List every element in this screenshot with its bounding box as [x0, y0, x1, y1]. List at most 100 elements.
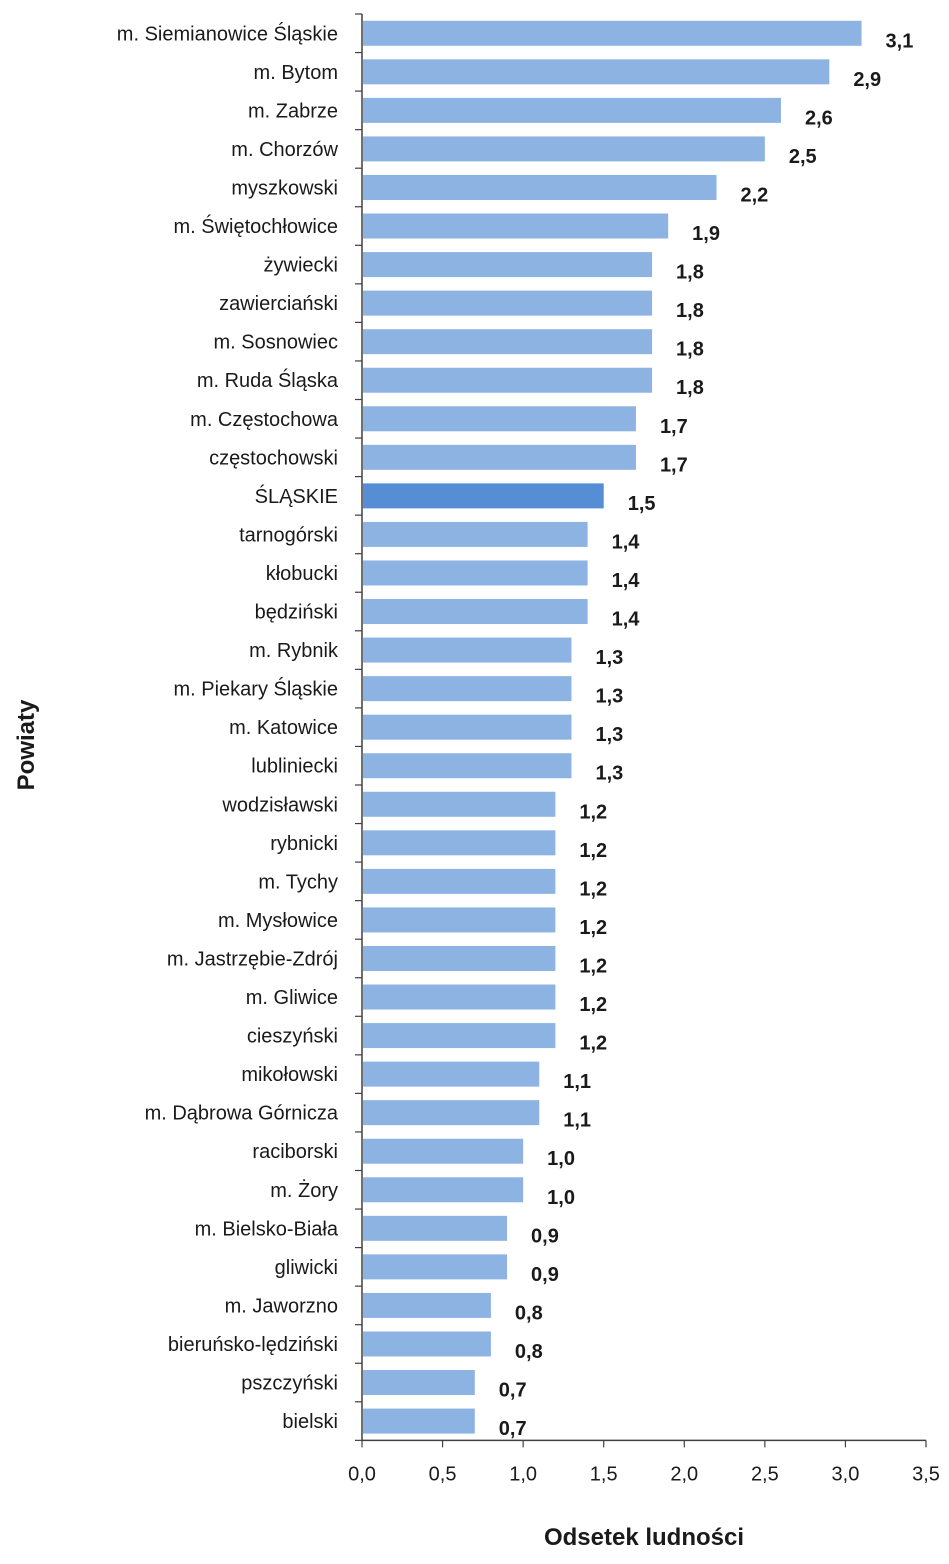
x-tick-label: 2,5: [751, 1463, 779, 1485]
value-label: 1,8: [676, 262, 704, 284]
x-tick-label: 2,0: [670, 1463, 698, 1485]
bar: [363, 791, 556, 817]
x-tick-label: 1,5: [590, 1463, 618, 1485]
bar: [363, 406, 636, 432]
bar: [363, 444, 636, 470]
value-label: 1,7: [660, 454, 688, 476]
value-label: 1,0: [547, 1187, 575, 1209]
value-label: 1,2: [579, 878, 607, 900]
value-label: 1,2: [579, 917, 607, 939]
bar: [363, 1100, 540, 1126]
bar: [363, 830, 556, 856]
value-label: 1,3: [595, 763, 623, 785]
value-label: 1,3: [595, 686, 623, 708]
category-label: lubliniecki: [251, 756, 338, 778]
bar: [363, 1215, 508, 1241]
bar: [363, 136, 765, 162]
value-label: 1,2: [579, 1033, 607, 1055]
bar: [363, 1254, 508, 1280]
value-label: 1,8: [676, 300, 704, 322]
bar: [363, 252, 653, 278]
value-label: 3,1: [886, 30, 914, 52]
category-label: m. Jastrzębie-Zdrój: [167, 948, 338, 970]
value-label: 2,9: [853, 69, 881, 91]
value-label: 0,8: [515, 1302, 543, 1324]
bar: [363, 367, 653, 393]
bar: [363, 59, 830, 85]
value-label: 1,3: [595, 724, 623, 746]
value-label: 1,1: [563, 1071, 591, 1093]
category-label: m. Chorzów: [231, 139, 338, 161]
value-label: 1,5: [628, 493, 656, 515]
value-label: 1,4: [612, 609, 641, 631]
value-label: 0,9: [531, 1264, 559, 1286]
category-label: kłobucki: [266, 563, 338, 585]
bar: [363, 945, 556, 971]
axes-group: [355, 13, 926, 1442]
category-label: rybnicki: [270, 833, 338, 855]
x-tick-label: 0,0: [348, 1463, 376, 1485]
category-label: m. Bytom: [254, 62, 338, 84]
bar: [363, 907, 556, 933]
value-label: 0,7: [499, 1418, 527, 1440]
category-labels: m. Siemianowice Śląskie m. Bytom m. Zabrze…: [117, 21, 339, 1433]
value-label: 2,6: [805, 107, 833, 129]
value-label: 0,8: [515, 1341, 543, 1363]
category-label: zawierciański: [219, 293, 338, 315]
value-label: 1,1: [563, 1110, 591, 1132]
bar: [363, 1408, 475, 1434]
category-label: częstochowski: [209, 447, 338, 469]
value-label: 1,4: [612, 570, 641, 592]
category-label: bielski: [282, 1411, 338, 1433]
value-label: 1,9: [692, 223, 720, 245]
category-label: myszkowski: [231, 177, 338, 199]
category-label: żywiecki: [264, 255, 338, 277]
bar: [363, 174, 717, 200]
x-tick-label: 0,5: [429, 1463, 457, 1485]
value-label: 1,8: [676, 377, 704, 399]
category-label: m. Tychy: [258, 871, 338, 893]
bar: [363, 637, 572, 663]
value-label: 0,7: [499, 1380, 527, 1402]
x-tick-label: 3,0: [832, 1463, 860, 1485]
category-label: m. Zabrze: [248, 100, 338, 122]
x-ticks: 0,0 0,5 1,0 1,5 2,0 2,5 3,0 3,5: [348, 1440, 940, 1485]
category-label: m. Częstochowa: [190, 409, 339, 431]
value-label: 1,7: [660, 416, 688, 438]
bar: [363, 97, 781, 123]
bar: [363, 1061, 540, 1087]
bar: [363, 1177, 524, 1203]
bar: [363, 290, 653, 316]
bar: [363, 676, 572, 702]
value-label: 1,2: [579, 840, 607, 862]
bar: [363, 868, 556, 894]
category-label: m. Żory: [270, 1179, 338, 1202]
category-label: będziński: [255, 602, 338, 624]
category-label: m. Jaworzno: [225, 1295, 338, 1317]
bar: [363, 560, 588, 586]
value-label: 1,8: [676, 339, 704, 361]
category-label: m. Dąbrowa Górnicza: [145, 1103, 339, 1125]
category-label: pszczyński: [241, 1373, 338, 1395]
category-label: m. Ruda Śląska: [197, 368, 339, 392]
category-label: m. Siemianowice Śląskie: [117, 21, 338, 45]
bar: [363, 213, 669, 239]
value-label: 1,2: [579, 994, 607, 1016]
bar: [363, 753, 572, 779]
bar: [363, 521, 588, 547]
value-labels: 3,12,92,62,52,21,91,81,81,81,81,71,71,51…: [499, 30, 914, 1440]
category-label: m. Rybnik: [249, 640, 339, 662]
y-axis-title: Powiaty: [13, 699, 40, 790]
x-tick-label: 1,0: [509, 1463, 537, 1485]
category-label: gliwicki: [275, 1257, 338, 1279]
category-label: m. Bielsko-Biała: [195, 1218, 339, 1240]
bar: [363, 20, 862, 46]
bar: [363, 1023, 556, 1049]
category-label: mikołowski: [241, 1064, 338, 1086]
category-label: bieruńsko-lędziński: [168, 1334, 338, 1356]
bar: [363, 1138, 524, 1164]
value-label: 0,9: [531, 1225, 559, 1247]
value-label: 1,0: [547, 1148, 575, 1170]
bar: [363, 329, 653, 355]
